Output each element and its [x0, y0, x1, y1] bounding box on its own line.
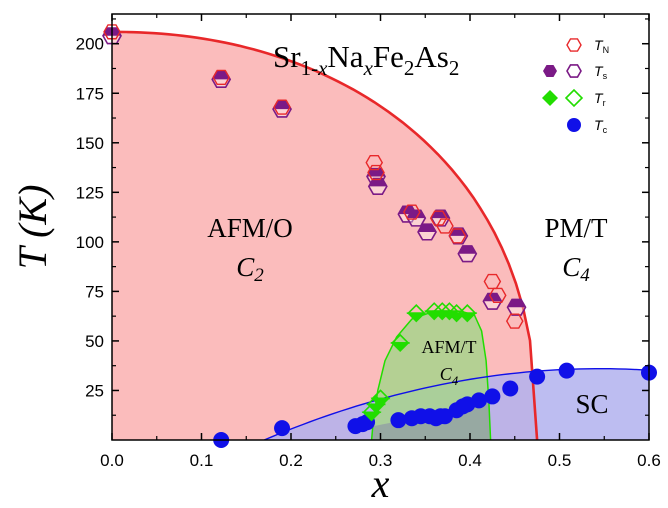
tn-marker	[273, 99, 291, 115]
tn-marker	[429, 210, 448, 226]
y-tick-label: 75	[85, 282, 104, 301]
ts-marker	[417, 223, 437, 241]
region-symmetry-label: C4	[440, 364, 459, 388]
tn-marker	[436, 218, 454, 234]
ts-marker	[367, 177, 388, 195]
y-tick-label: 150	[76, 134, 104, 153]
tn-marker	[365, 154, 384, 171]
tn-marker	[103, 24, 121, 40]
region-labels: AFM/O C2 PM/T C4 AFM/T C4 SC	[207, 213, 608, 419]
y-tick-label: 175	[76, 84, 104, 103]
tr-marker	[457, 304, 478, 323]
tn-marker	[212, 69, 230, 86]
chart-title: Sr1-xNaxFe2As2	[273, 39, 459, 80]
sc-boundary-line	[263, 368, 649, 440]
legend-item: Tc	[567, 117, 608, 135]
y-tick-label: 125	[76, 183, 104, 202]
region-symmetry-label: C2	[236, 252, 264, 286]
region-symmetry-label: C4	[562, 252, 590, 286]
x-tick-label: 0.3	[369, 451, 393, 470]
legend-ts-filled-marker	[543, 64, 557, 78]
legend-tc-marker	[567, 118, 581, 132]
y-axis-title: T (K)	[10, 185, 55, 270]
tn-boundary-line	[112, 30, 539, 440]
tn-marker	[488, 287, 507, 303]
plot-axes: 0.0 0.1 0.2 0.3 0.4 0.5 0.6 25 50 75 100 125 150 175 2…	[10, 13, 661, 506]
tr-marker	[370, 389, 391, 408]
legend-label: Ts	[594, 63, 608, 81]
tc-marker	[502, 380, 519, 397]
tc-marker	[484, 388, 501, 405]
tn-marker	[505, 313, 524, 329]
x-tick-label: 0.2	[279, 451, 303, 470]
legend-item: Ts	[543, 63, 608, 81]
legend-tr-open-marker	[564, 88, 584, 108]
tc-marker	[558, 362, 575, 379]
x-tick-label: 0.0	[100, 451, 124, 470]
legend-label: Tr	[594, 90, 606, 108]
tn-marker	[403, 204, 421, 220]
legend-label: Tc	[594, 117, 608, 135]
tc-marker	[470, 392, 487, 409]
x-tick-label: 0.1	[190, 451, 214, 470]
y-tick-label: 25	[85, 381, 104, 400]
tc-marker	[529, 368, 546, 385]
y-tick-label: 50	[85, 332, 104, 351]
region-label: SC	[575, 389, 608, 419]
legend-ts-open-marker	[566, 64, 582, 78]
x-tick-label: 0.5	[548, 451, 572, 470]
tr-marker	[390, 333, 411, 353]
legend-item: Tr	[542, 88, 606, 108]
x-tick-label: 0.4	[458, 451, 482, 470]
legend-tn-marker	[566, 38, 582, 52]
tn-marker	[448, 228, 467, 244]
ts-marker	[457, 245, 478, 263]
region-label: PM/T	[544, 213, 608, 243]
tc-marker	[274, 420, 291, 437]
x-tick-label: 0.6	[637, 451, 661, 470]
legend-label: TN	[594, 37, 609, 55]
legend-item: TN	[566, 37, 609, 55]
y-tick-label: 100	[76, 233, 104, 252]
y-tick-label: 200	[76, 35, 104, 54]
data-markers	[102, 24, 657, 448]
tn-marker	[367, 164, 385, 181]
region-label: AFM/O	[207, 213, 293, 243]
ts-marker	[506, 298, 527, 316]
legend: TN Ts Tr Tc	[542, 37, 609, 135]
legend-tr-filled-marker	[542, 90, 558, 106]
tc-marker	[390, 412, 407, 429]
region-label: AFM/T	[421, 337, 476, 357]
tr-marker	[406, 304, 427, 323]
x-axis-title: x	[371, 461, 390, 506]
